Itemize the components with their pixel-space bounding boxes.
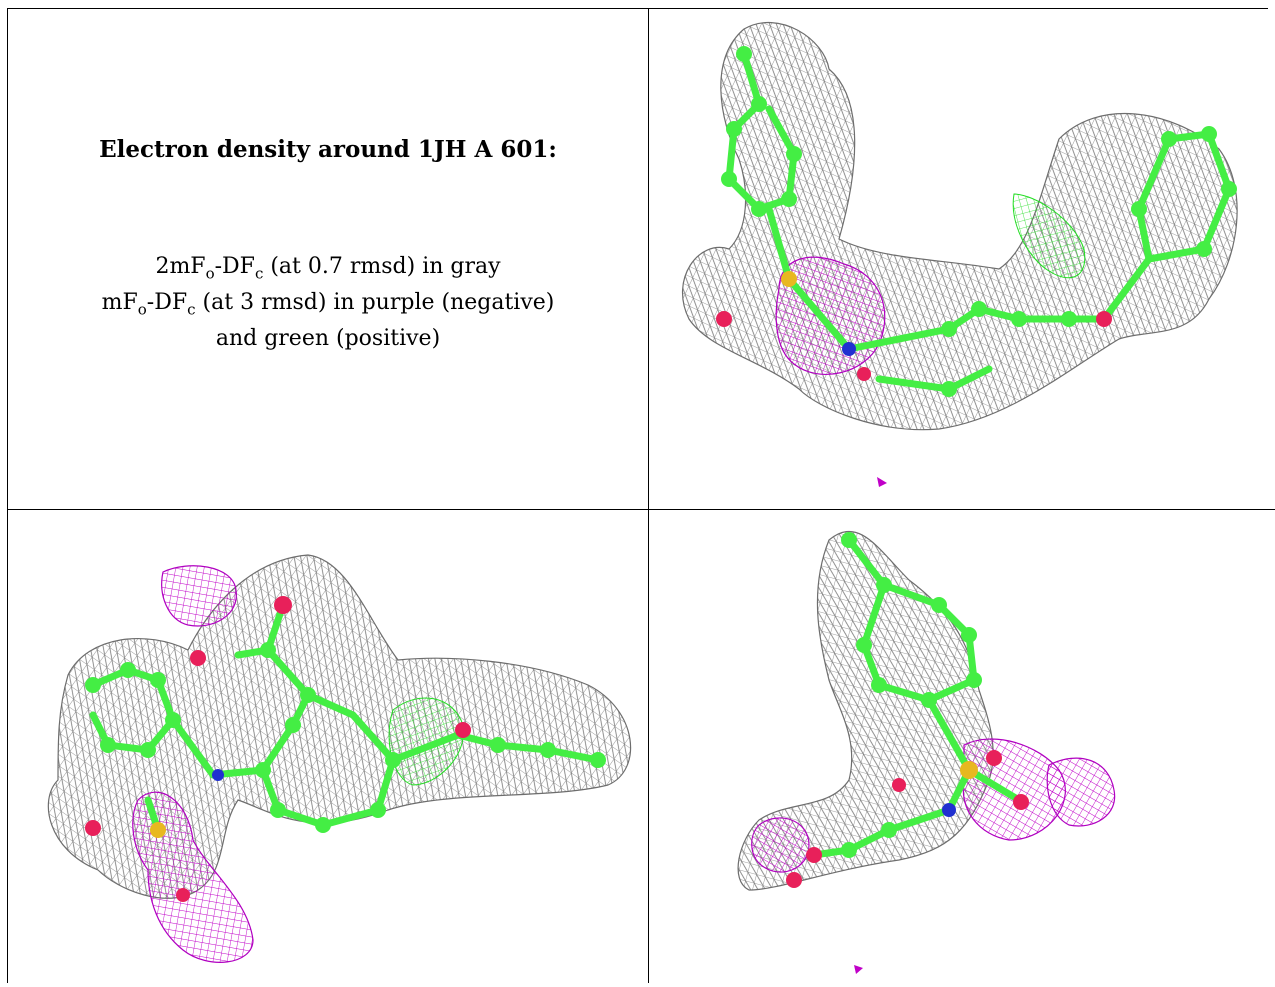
panel-view-bottom-left: [8, 510, 648, 983]
noise-fragment: [877, 477, 887, 487]
mesh-negative: [1046, 757, 1116, 827]
density-render-bottom-left: [47, 554, 632, 963]
mesh-negative: [751, 817, 810, 873]
caption-title: Electron density around 1JH A 601:: [99, 136, 557, 163]
table-divider-horizontal: [7, 509, 1275, 510]
density-render-bottom-right: [737, 530, 1116, 974]
noise-fragment: [854, 965, 863, 974]
legend-line-fofc: mFo-DFc (at 3 rmsd) in purple (negative): [101, 290, 555, 319]
legend-line-2fofc: 2mFo-DFc (at 0.7 rmsd) in gray: [155, 254, 501, 283]
panel-view-top-right: [649, 9, 1275, 509]
mesh-negative: [962, 738, 1066, 841]
mesh-positive: [1012, 193, 1086, 279]
caption-cell: Electron density around 1JH A 601: 2mFo-…: [8, 9, 648, 509]
ligand-atoms: [85, 596, 606, 902]
ligand-atoms: [786, 532, 1029, 888]
density-render-top-right: [681, 21, 1238, 487]
caption-legend: 2mFo-DFc (at 0.7 rmsd) in gray mFo-DFc (…: [8, 249, 648, 357]
ligand-atoms: [716, 46, 1237, 397]
table-border-top: [7, 8, 1268, 9]
panel-view-bottom-right: [649, 510, 1275, 983]
mesh-negative: [161, 565, 237, 627]
legend-line-colors: and green (positive): [215, 326, 441, 351]
mesh-2fofc: [47, 554, 632, 899]
mesh-2fofc: [681, 21, 1238, 431]
table-divider-vertical: [648, 8, 649, 983]
table-border-left: [7, 8, 8, 983]
